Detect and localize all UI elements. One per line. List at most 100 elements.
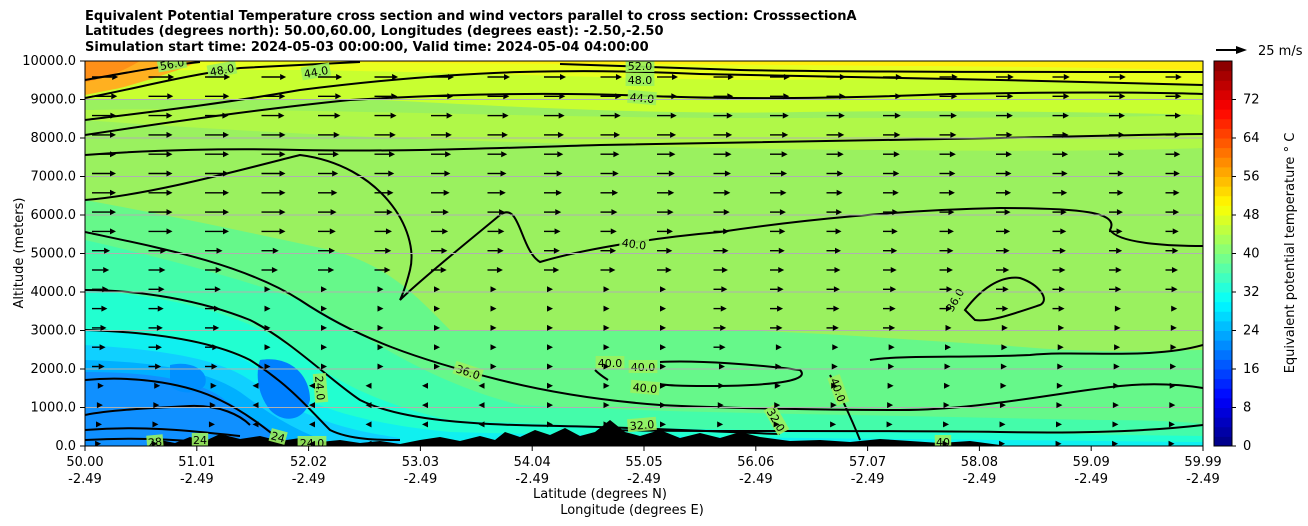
y-tick-label: 7000.0 [31,170,77,185]
wind-vector-head [223,151,229,158]
wind-vector-head [614,131,621,138]
wind-vector-head [1001,324,1008,331]
wind-vector-head [501,131,508,138]
wind-vector-head [1001,344,1008,351]
wind-vector-head [781,151,788,158]
wind-vector-head [782,112,789,119]
contour-40-small [594,369,609,381]
wind-vector-head [1055,421,1062,428]
band-44-46 [85,109,1203,151]
wind-vector-head [156,324,163,331]
wind-vector-head [557,151,564,158]
wind-vector-head [166,189,173,196]
wind-vector-head [782,131,789,138]
contour-label-bg [156,61,188,73]
wind-vector-head [215,267,222,273]
wind-vector-head [942,440,949,446]
colorbar-segment [1214,109,1232,120]
colorbar-tick-label: 64 [1243,131,1260,146]
wind-vector-head [214,286,221,293]
wind-vector-head [835,228,842,235]
wind-vector-head [943,421,950,428]
wind-vector-head [776,324,783,331]
wind-vector-head [1058,305,1065,312]
x-tick-label-lon: -2.49 [68,472,102,487]
wind-vector-head [717,402,724,409]
wind-vector-head [365,440,372,446]
x-tick-label-lat: 55.05 [625,455,662,470]
wind-vector-head [166,151,173,158]
wind-vector-head [1117,170,1124,177]
wind-vector-head [671,93,678,100]
wind-vector-head [496,267,503,273]
wind-vector-head [719,344,726,351]
colorbar-tick-label: 0 [1243,439,1251,454]
wind-vector-head [499,189,506,196]
wind-vector-head [777,286,784,293]
contour-label: 28 [146,434,164,446]
wind-vector-head [948,209,955,216]
wind-vector-head [490,344,497,351]
contour-label: 24 [268,428,288,446]
wind-vector-head [96,402,103,409]
x-tick-label-lon: -2.49 [292,472,326,487]
x-tick-label-lon: -2.49 [1186,472,1220,487]
chart-title-line-3: Simulation start time: 2024-05-03 00:00:… [85,40,649,55]
wind-vector-head [377,363,384,370]
wind-vector-head [1002,305,1009,312]
contour-label-bg [300,62,332,81]
plot-area: 56.0 48.0 44.0 52.048.044.040.036.0 40.0 40.0… [85,61,1203,446]
wind-vector-head [279,93,286,100]
wind-vector-head [892,209,899,216]
wind-vector-head [660,363,666,370]
wind-vector-head [110,151,116,158]
wind-vector-head [603,305,610,312]
wind-vector-head [1062,131,1069,138]
wind-vector-head [321,286,327,293]
contour-label: 40.0 [595,356,625,370]
wind-vector-head [389,151,396,158]
wind-vector-head [1056,382,1063,389]
wind-vector-head [100,324,107,331]
colorbar-segment [1214,426,1232,437]
wind-vector-head [1006,112,1013,119]
wind-vector-head [1171,286,1178,293]
contour-label-bg [625,73,655,86]
wind-vector-head [445,151,452,158]
wind-vector-head [1055,440,1062,446]
contour-label-bg [934,435,952,446]
wind-vector-head [609,267,616,273]
wind-vector-head [330,209,337,216]
wind-vector-head [1060,209,1067,216]
x-tick-label-lat: 59.09 [1073,455,1110,470]
wind-vector-head [718,363,725,370]
contour-label-bg [312,373,329,403]
wind-vector-head [264,344,271,351]
colorbar-segment [1214,147,1232,158]
contour-40-mid [659,360,803,388]
wind-vector-head [1059,267,1066,273]
chart-title-line-1: Equivalent Potential Temperature cross s… [85,9,857,24]
wind-vector-head [727,74,734,80]
wind-vector-head [947,247,954,254]
contour-label: 48.0 [206,61,238,79]
x-tick-label-lat: 54.04 [514,455,551,470]
wind-vector-head [895,93,902,100]
wind-vector-head [603,363,610,370]
wind-vector-head [434,324,440,331]
wind-vector-head [547,344,553,351]
band-50-52 [85,61,1203,70]
colorbar-tick-label: 24 [1243,324,1260,339]
y-tick-label: 1000.0 [31,401,77,416]
wind-vector-head [720,305,727,312]
wind-vector-head [212,344,219,351]
wind-vector-head [615,74,622,80]
wind-vector-head [166,131,173,138]
wind-vector-head [208,440,215,446]
wind-vector-head [893,151,900,158]
x-tick-label-lat: 51.01 [178,455,215,470]
y-tick-label: 0.0 [55,439,76,454]
colorbar-segment [1214,166,1232,177]
colorbar-segment [1214,320,1232,331]
